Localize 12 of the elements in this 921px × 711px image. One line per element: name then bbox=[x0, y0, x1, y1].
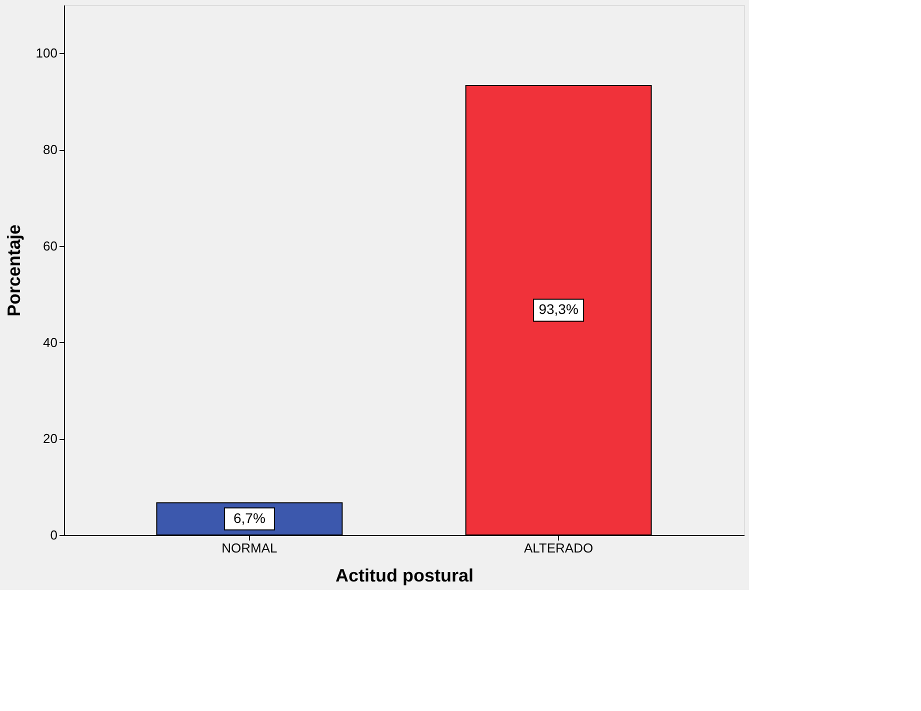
y-tick-label: 60 bbox=[43, 238, 58, 254]
y-tick-label: 0 bbox=[50, 528, 58, 542]
y-tick-label: 80 bbox=[43, 142, 58, 158]
x-axis-title: Actitud postural bbox=[336, 566, 474, 586]
y-tick-label: 100 bbox=[36, 46, 58, 61]
y-tick-label: 40 bbox=[43, 334, 58, 350]
data-label: 6,7% bbox=[233, 510, 266, 526]
x-tick-label: NORMAL bbox=[222, 540, 278, 556]
y-tick-label: 20 bbox=[43, 431, 58, 446]
data-label: 93,3% bbox=[538, 301, 578, 318]
x-tick-label: ALTERADO bbox=[524, 540, 594, 556]
y-axis-title: Porcentaje bbox=[4, 224, 24, 317]
